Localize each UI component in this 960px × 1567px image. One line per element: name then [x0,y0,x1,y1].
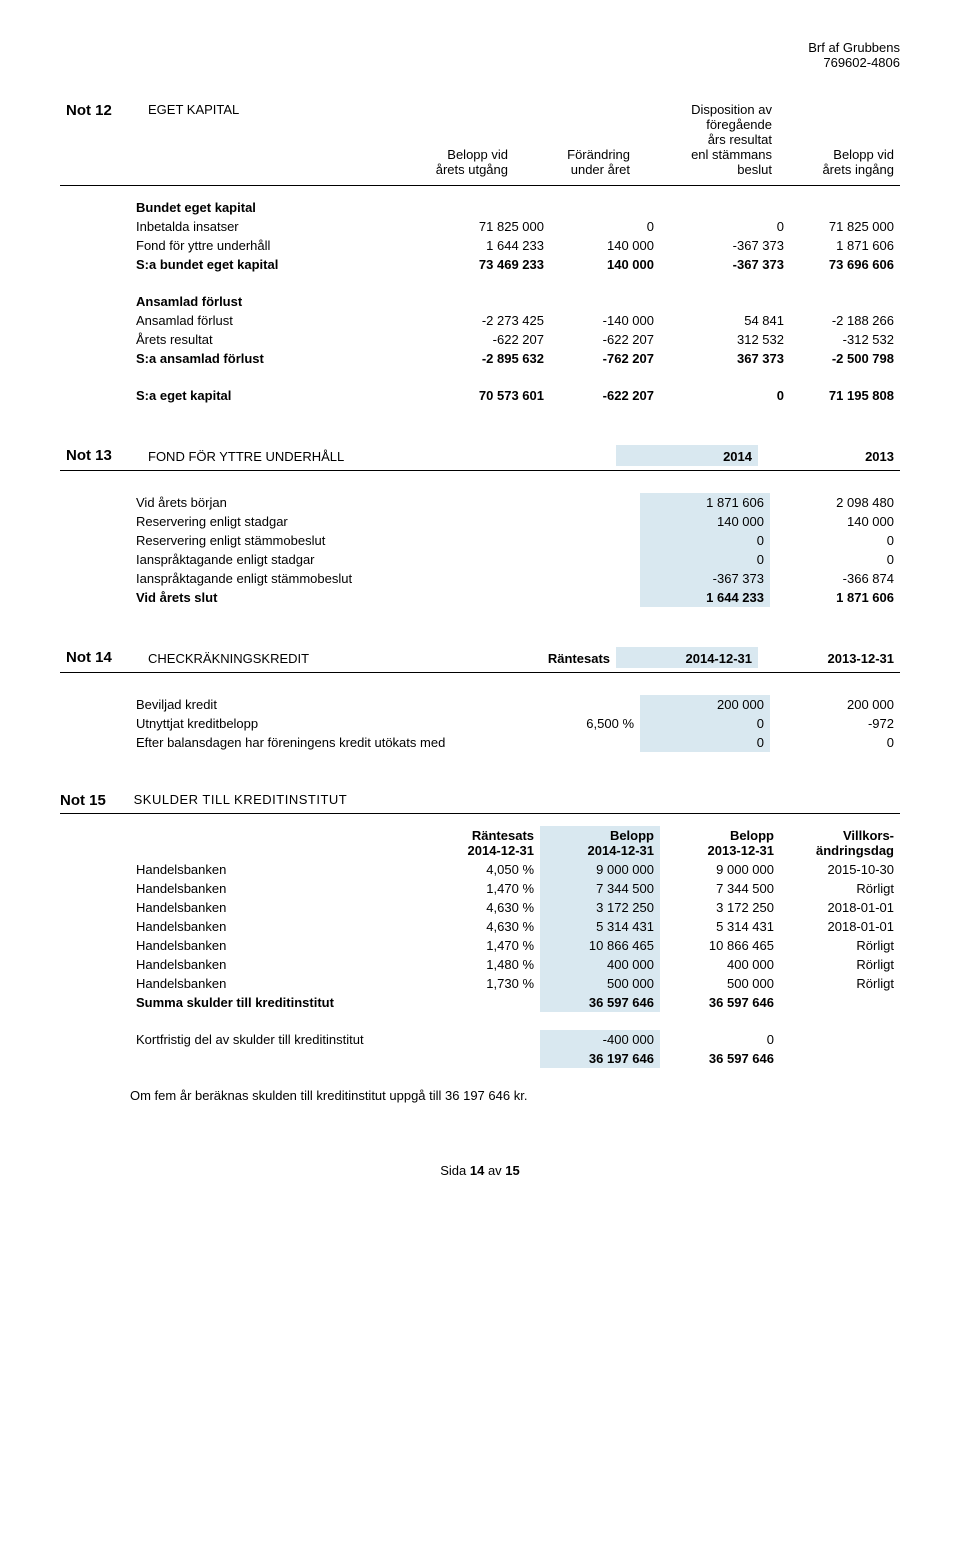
table-row: S:a eget kapital70 573 601-622 207071 19… [130,386,900,405]
note14-header-table: Not 14 CHECKRÄKNINGSKREDIT Räntesats 201… [60,647,900,668]
note14-col2: 2013-12-31 [758,647,900,668]
note12-section1: Bundet eget kapital [130,198,900,217]
table-row: Handelsbanken4,630 %5 314 4315 314 43120… [130,917,900,936]
table-row: Summa skulder till kreditinstitut36 597 … [130,993,900,1012]
table-row: Årets resultat-622 207-622 207312 532-31… [130,330,900,349]
note15-table: Räntesats2014-12-31 Belopp2014-12-31 Bel… [130,826,900,1068]
note13-table: Vid årets början1 871 6062 098 480 Reser… [130,493,900,607]
table-row: Handelsbanken4,630 %3 172 2503 172 25020… [130,898,900,917]
note13-col2: 2013 [758,445,900,466]
note12-title: EGET KAPITAL [142,100,392,181]
table-row: Inbetalda insatser71 825 0000071 825 000 [130,217,900,236]
table-row: S:a bundet eget kapital73 469 233140 000… [130,255,900,274]
note-15: Not 15 SKULDER TILL KREDITINSTITUT Ränte… [60,792,900,1103]
table-row: Reservering enligt stämmobeslut00 [130,531,900,550]
table-row: Handelsbanken1,470 %10 866 46510 866 465… [130,936,900,955]
table-row: S:a ansamlad förlust-2 895 632-762 20736… [130,349,900,368]
note13-title: FOND FÖR YTTRE UNDERHÅLL [142,445,616,466]
note-14: Not 14 CHECKRÄKNINGSKREDIT Räntesats 201… [60,647,900,752]
note14-col-rate: Räntesats [504,647,616,668]
doc-header: Brf af Grubbens 769602-4806 [60,40,900,70]
note12-label: Not 12 [60,100,142,181]
table-row: Handelsbanken4,050 %9 000 0009 000 00020… [130,860,900,879]
note12-section2: Ansamlad förlust [130,292,900,311]
table-row: Handelsbanken1,730 %500 000500 000Rörlig… [130,974,900,993]
note12-col3: Disposition avföregåendeårs resultatenl … [636,100,778,181]
table-row: Fond för yttre underhåll1 644 233140 000… [130,236,900,255]
table-row: Vid årets början1 871 6062 098 480 [130,493,900,512]
table-row: Kortfristig del av skulder till kreditin… [130,1030,900,1049]
note12-col1: Belopp vidårets utgång [392,100,514,181]
table-row: Reservering enligt stadgar140 000140 000 [130,512,900,531]
note13-header-table: Not 13 FOND FÖR YTTRE UNDERHÅLL 2014 201… [60,445,900,466]
note-13: Not 13 FOND FÖR YTTRE UNDERHÅLL 2014 201… [60,445,900,607]
note-12: Not 12 EGET KAPITAL Belopp vidårets utgå… [60,100,900,405]
note12-table: Bundet eget kapital Inbetalda insatser71… [130,198,900,405]
table-row: 36 197 64636 597 646 [130,1049,900,1068]
note13-label: Not 13 [60,445,142,466]
note12-header-table: Not 12 EGET KAPITAL Belopp vidårets utgå… [60,100,900,181]
table-row: Handelsbanken1,480 %400 000400 000Rörlig… [130,955,900,974]
page-number: Sida 14 av 15 [60,1163,900,1178]
note15-label: Not 15 [60,792,130,809]
table-row: Ianspråktagande enligt stadgar00 [130,550,900,569]
note13-col1: 2014 [616,445,758,466]
table-header-row: Räntesats2014-12-31 Belopp2014-12-31 Bel… [130,826,900,860]
note15-title: SKULDER TILL KREDITINSTITUT [134,792,348,807]
table-row: Ianspråktagande enligt stämmobeslut-367 … [130,569,900,588]
table-row: Handelsbanken1,470 %7 344 5007 344 500Rö… [130,879,900,898]
note12-col2: Förändringunder året [514,100,636,181]
table-row: Beviljad kredit200 000200 000 [130,695,900,714]
note14-col1: 2014-12-31 [616,647,758,668]
org-number: 769602-4806 [60,55,900,70]
note12-col4: Belopp vidårets ingång [778,100,900,181]
table-row: Vid årets slut1 644 2331 871 606 [130,588,900,607]
company-name: Brf af Grubbens [60,40,900,55]
table-row: Efter balansdagen har föreningens kredit… [130,733,900,752]
note14-table: Beviljad kredit200 000200 000 Utnyttjat … [130,695,900,752]
note15-footer: Om fem år beräknas skulden till kreditin… [130,1088,900,1103]
note14-title: CHECKRÄKNINGSKREDIT [142,647,504,668]
table-row: Ansamlad förlust-2 273 425-140 00054 841… [130,311,900,330]
table-row: Utnyttjat kreditbelopp6,500 %0-972 [130,714,900,733]
note14-label: Not 14 [60,647,142,668]
